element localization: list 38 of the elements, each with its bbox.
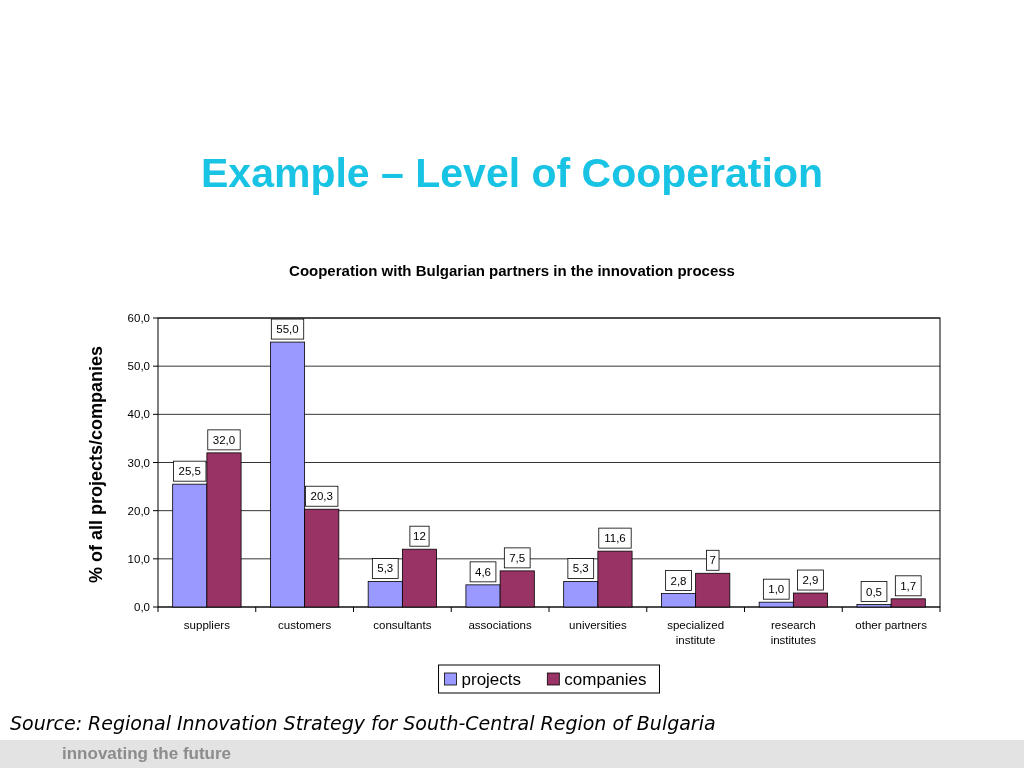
x-tick-label: associations (468, 619, 533, 631)
data-label: 7,5 (509, 551, 526, 564)
data-label: 7 (709, 554, 716, 567)
legend-label: companies (564, 670, 647, 689)
x-tick-label: suppliers (183, 619, 231, 631)
data-label: 5,3 (377, 562, 394, 575)
text: innovating the future (62, 744, 232, 763)
y-tick-label: 0,0 (134, 601, 150, 613)
data-label: 11,6 (604, 532, 626, 545)
x-tick-label: other partners (855, 619, 928, 631)
x-tick-label: consultants (373, 619, 432, 631)
data-label: 4,6 (475, 565, 492, 578)
y-tick-label: 50,0 (127, 360, 150, 373)
data-label: 25,5 (178, 465, 201, 478)
data-label: 1,0 (768, 583, 785, 596)
data-label: 20,3 (310, 490, 333, 503)
data-label: 12 (413, 530, 426, 543)
y-tick-label: 20,0 (127, 504, 150, 517)
source-note: Source: Regional Innovation Strategy for South-Central Region of Bulgaria (10, 712, 716, 734)
x-tick-label: customers (278, 619, 332, 631)
data-label: 32,0 (212, 433, 236, 446)
y-tick-label: 60,0 (127, 312, 150, 324)
data-label: 55,0 (276, 323, 299, 336)
chart-title: Example – Level of Cooperation (201, 150, 823, 196)
x-tick-label: research institutes (770, 619, 817, 646)
data-label: 0,5 (866, 585, 883, 598)
data-label: 2,8 (670, 574, 687, 587)
y-tick-label: 10,0 (127, 552, 150, 565)
y-tick-label: 30,0 (127, 456, 150, 469)
data-label: 1,7 (900, 579, 917, 592)
y-tick-label: 40,0 (127, 408, 150, 421)
chart-subtitle: Cooperation with Bulgarian partners in the innovation process (289, 262, 735, 279)
data-label: 5,3 (572, 562, 589, 575)
x-tick-label: universities (569, 619, 627, 631)
legend-label: projects (461, 670, 522, 689)
x-tick-label: specialized institute (667, 619, 725, 646)
data-label: 2,9 (802, 574, 819, 587)
y-axis-title: % of all projects/companies (86, 345, 106, 584)
